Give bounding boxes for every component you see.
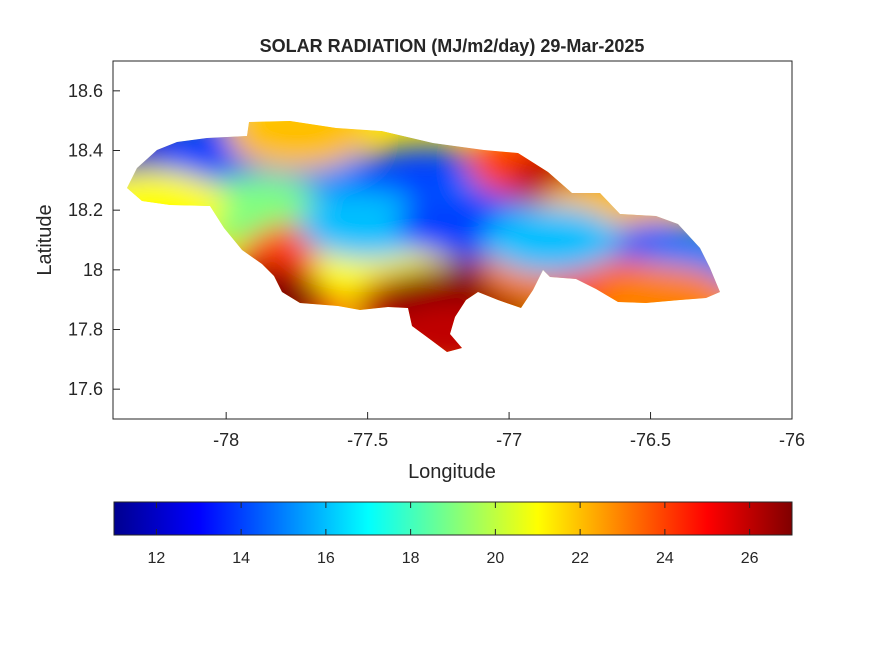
y-tick-label: 18.4: [68, 141, 103, 161]
colorbar-tick-label: 12: [147, 550, 165, 567]
radiation-cell: [226, 121, 367, 170]
y-axis-label: Latitude: [34, 204, 56, 275]
y-tick-label: 17.6: [68, 379, 103, 399]
x-tick-label: -78: [213, 430, 239, 450]
y-tick-label: 18: [83, 260, 103, 280]
radiation-cell: [297, 191, 438, 260]
x-tick-label: -76.5: [630, 430, 671, 450]
x-axis: -78 -77.5 -77 -76.5 -76: [213, 412, 805, 450]
colorbar-tick-label: 14: [232, 550, 250, 567]
x-axis-label: Longitude: [408, 461, 496, 483]
colorbar-tick-label: 24: [656, 550, 674, 567]
y-axis: 17.6 17.8 18 18.2 18.4 18.6: [68, 81, 120, 399]
y-tick-label: 18.6: [68, 81, 103, 101]
colorbar-ticks: 12 14 16 18 20 22 24 26: [147, 502, 759, 567]
colorbar: [113, 501, 793, 536]
x-tick-label: -77.5: [347, 430, 388, 450]
colorbar-tick-label: 16: [317, 550, 335, 567]
colorbar-tick-label: 18: [402, 550, 420, 567]
radiation-cell: [481, 206, 622, 274]
y-tick-label: 18.2: [68, 200, 103, 220]
colorbar-tick-label: 20: [486, 550, 504, 567]
y-tick-label: 17.8: [68, 320, 103, 340]
x-tick-label: -77: [496, 430, 522, 450]
chart-title: SOLAR RADIATION (MJ/m2/day) 29-Mar-2025: [260, 36, 645, 56]
x-tick-label: -76: [779, 430, 805, 450]
colorbar-tick-label: 22: [571, 550, 589, 567]
colorbar-tick-label: 26: [741, 550, 759, 567]
